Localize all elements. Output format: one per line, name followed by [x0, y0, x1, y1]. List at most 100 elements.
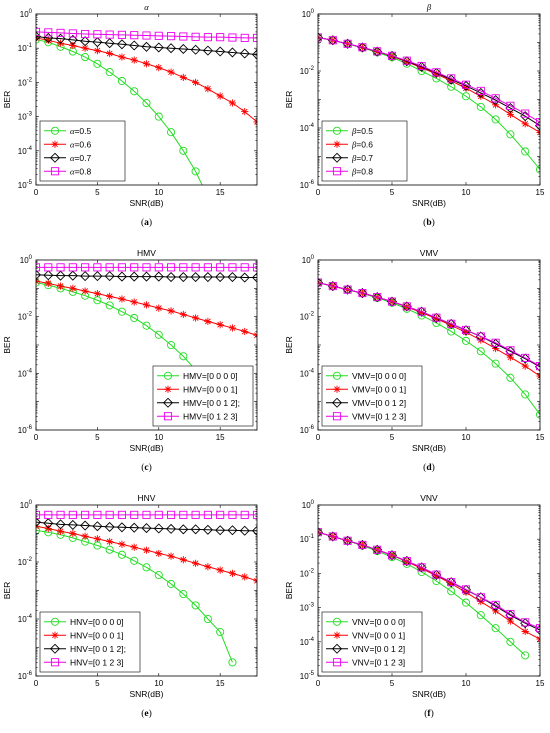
panel-title: HMV: [137, 248, 156, 258]
data-point: [386, 296, 398, 307]
data-point: [154, 263, 163, 272]
legend-label: HNV=[0 0 0 0]: [70, 617, 124, 627]
data-point: [154, 112, 163, 121]
data-point: [373, 47, 382, 56]
data-point: [241, 573, 249, 581]
data-point: [506, 110, 514, 119]
data-point: [241, 327, 249, 336]
data-point: [447, 77, 455, 85]
data-point: [44, 510, 53, 519]
data-point: [118, 540, 126, 548]
legend-marker: [50, 167, 60, 176]
data-point: [227, 525, 238, 536]
data-point: [106, 292, 114, 300]
data-point: [105, 68, 114, 77]
y-tick-label: 10-6: [300, 425, 315, 435]
data-point: [93, 59, 102, 68]
data-point: [357, 539, 368, 550]
axes-box: [317, 504, 541, 677]
legend-marker: [50, 658, 60, 667]
data-point: [228, 658, 237, 667]
data-point: [104, 271, 115, 282]
data-point: [67, 270, 78, 281]
data-point: [490, 95, 501, 106]
x-tick-label: 15: [536, 433, 545, 442]
data-point: [461, 80, 471, 89]
data-point: [93, 510, 102, 519]
data-point: [490, 601, 501, 612]
legend-label: HMV=[0 0 0 0]: [183, 371, 238, 381]
data-point: [68, 29, 77, 38]
data-point: [142, 263, 151, 272]
panel-letter: (b): [423, 217, 435, 228]
y-tick-label: 10-3: [300, 603, 315, 613]
data-point: [461, 585, 471, 594]
y-tick-label: 100: [302, 255, 315, 265]
y-tick-label: 10-4: [18, 146, 33, 156]
data-point: [216, 627, 225, 637]
data-point: [228, 569, 237, 577]
data-point: [155, 64, 163, 72]
data-point: [521, 147, 530, 156]
legend-marker: [163, 371, 173, 380]
data-point: [191, 510, 200, 519]
legend-label: β=0.7: [351, 153, 373, 163]
x-tick-label: 5: [390, 433, 395, 442]
data-point: [69, 41, 77, 50]
data-point: [402, 556, 411, 566]
data-point: [476, 332, 485, 341]
data-point: [192, 314, 200, 322]
y-tick-label: 100: [20, 9, 33, 19]
legend-label: VMV=[0 1 2 3]: [352, 411, 406, 421]
data-point: [105, 510, 114, 519]
data-point: [166, 272, 177, 283]
y-tick-label: 10-2: [300, 312, 315, 322]
data-point: [142, 60, 151, 68]
data-point: [227, 272, 238, 283]
data-point: [167, 579, 176, 588]
data-point: [130, 87, 139, 96]
data-point: [318, 33, 323, 42]
y-tick-label: 10-2: [300, 66, 315, 76]
data-point: [81, 29, 90, 39]
data-point: [216, 33, 225, 42]
y-tick-label: 10-4: [300, 123, 315, 133]
data-point: [520, 111, 531, 122]
data-point: [130, 510, 139, 519]
data-point: [491, 338, 500, 347]
legend-label: α=0.6: [70, 139, 92, 149]
y-tick-label: 100: [20, 500, 33, 510]
data-point: [239, 525, 250, 536]
data-point: [105, 545, 114, 554]
data-point: [506, 346, 515, 355]
data-point: [505, 610, 516, 621]
y-axis-label: BER: [284, 336, 294, 353]
data-point: [521, 362, 529, 370]
legend: α=0.5 α=0.6 α=0.7 α=0.8: [39, 120, 126, 182]
data-point: [55, 33, 66, 44]
legend-marker: [162, 397, 174, 408]
data-point: [490, 338, 501, 349]
data-point: [56, 527, 65, 535]
data-point: [476, 611, 485, 620]
legend-marker: [164, 385, 172, 393]
data-point: [240, 33, 249, 42]
data-point: [215, 46, 226, 57]
data-point: [44, 263, 53, 272]
data-point: [239, 272, 250, 283]
legend-marker: [50, 617, 60, 626]
data-point: [534, 120, 540, 131]
data-point: [179, 73, 187, 82]
data-point: [81, 263, 90, 272]
data-point: [446, 74, 457, 85]
legend: VMV=[0 0 0 0] VMV=[0 0 0 1] VMV=[0 0 1 2] V…: [321, 365, 423, 427]
series-line-3: [36, 35, 257, 56]
data-point: [491, 115, 500, 124]
data-point: [521, 120, 529, 128]
series-line-1: [36, 38, 203, 185]
data-point: [506, 101, 515, 110]
data-point: [179, 310, 187, 319]
data-point: [179, 352, 188, 361]
data-point: [228, 510, 237, 519]
